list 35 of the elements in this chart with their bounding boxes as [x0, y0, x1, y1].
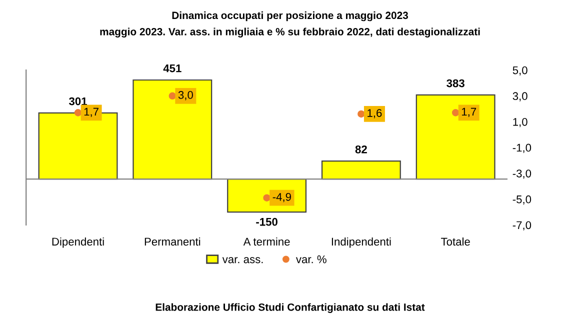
x-tick-label: Permanenti [144, 237, 200, 246]
data-label: 1,7 [84, 108, 98, 117]
x-tick-label: Indipendenti [332, 237, 391, 248]
y2-tick-label: -5,0 [512, 195, 532, 205]
text: Elaborazione Ufficio Studi Confartigianato su dati Istat [156, 303, 425, 313]
bar [321, 160, 401, 180]
y2-tick-label: -7,0 [512, 221, 532, 230]
data-label: 82 [355, 145, 367, 154]
y2-tick-label: 5,0 [512, 66, 528, 76]
data-label: 3,0 [178, 91, 193, 100]
y2-tick-label: 3,0 [512, 92, 528, 102]
bar [416, 94, 496, 180]
bar [132, 79, 212, 180]
point [263, 194, 270, 202]
data-label: 383 [446, 79, 464, 88]
chart-subtitle: maggio 2023. Var. ass. in migliaia e % su febbraio 2022, dati destagionalizzati [100, 28, 480, 38]
data-label: -150 [256, 218, 278, 226]
y2-tick-label: 1,0 [513, 118, 528, 128]
data-label: 301 [69, 97, 87, 106]
x-tick-label: Totale [441, 237, 470, 246]
point [358, 110, 365, 118]
legend-label: var. ass. [222, 257, 263, 264]
data-label: 1,6 [368, 109, 382, 118]
point [74, 109, 82, 116]
point [452, 109, 460, 116]
x-tick-label: Dipendenti [52, 237, 104, 248]
x-tick-label: A termine [243, 237, 290, 246]
y2-tick-label: -3,0 [512, 170, 532, 179]
data-label: 451 [163, 64, 182, 72]
data-label: 1,7 [462, 108, 476, 117]
point [168, 92, 176, 100]
data-label: -4,9 [272, 192, 291, 202]
chart-title: Dinamica occupati per posizione a maggio 2023 [172, 11, 408, 22]
y2-tick-label: -1,0 [512, 144, 532, 153]
legend-label: var. % [296, 255, 326, 264]
